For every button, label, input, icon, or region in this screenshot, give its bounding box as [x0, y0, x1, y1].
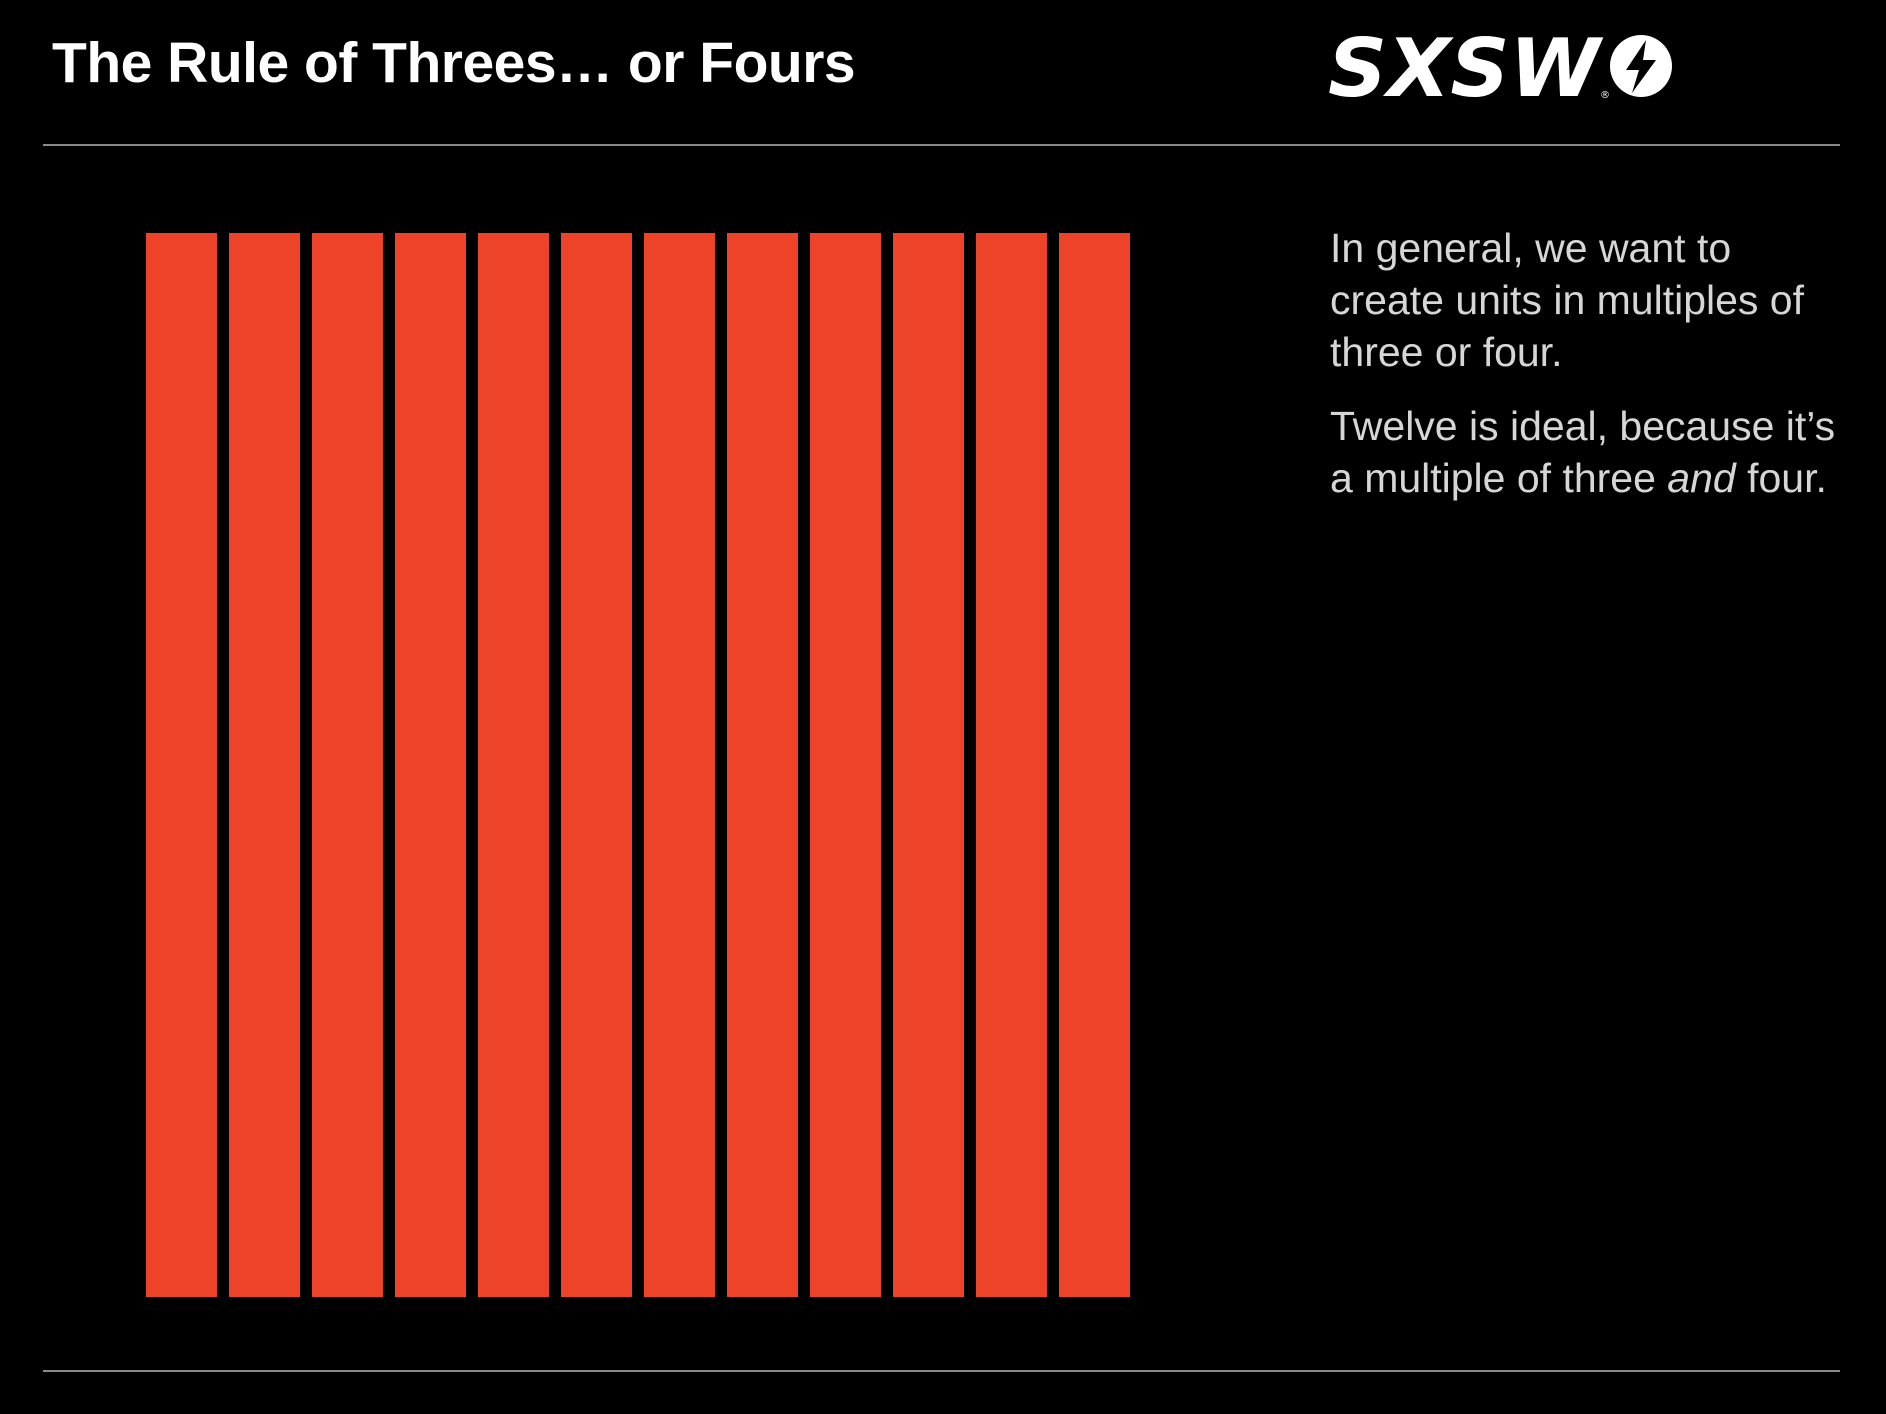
grid-column — [810, 233, 881, 1297]
lightning-bolt-icon — [1626, 40, 1656, 93]
grid-column — [727, 233, 798, 1297]
grid-column — [644, 233, 715, 1297]
grid-column — [976, 233, 1047, 1297]
emphasis-and: and — [1667, 455, 1736, 501]
footer-divider — [43, 1370, 1840, 1372]
grid-column — [478, 233, 549, 1297]
sxsw-logo: SXSW ® — [1328, 30, 1672, 102]
grid-column — [146, 233, 217, 1297]
paragraph-multiples: In general, we want to create units in m… — [1330, 225, 1805, 375]
slide-title: The Rule of Threes… or Fours — [52, 31, 856, 95]
twelve-column-grid — [146, 233, 1130, 1297]
grid-column — [229, 233, 300, 1297]
grid-column — [893, 233, 964, 1297]
grid-column — [561, 233, 632, 1297]
grid-column — [395, 233, 466, 1297]
body-text: In general, we want to create units in m… — [1330, 222, 1850, 526]
header-divider — [43, 144, 1840, 146]
registered-mark: ® — [1600, 90, 1610, 101]
paragraph-twelve: Twelve is ideal, because it’s a multiple… — [1330, 403, 1836, 501]
grid-column — [1059, 233, 1130, 1297]
grid-column — [312, 233, 383, 1297]
logo-wordmark: SXSW — [1328, 30, 1604, 102]
